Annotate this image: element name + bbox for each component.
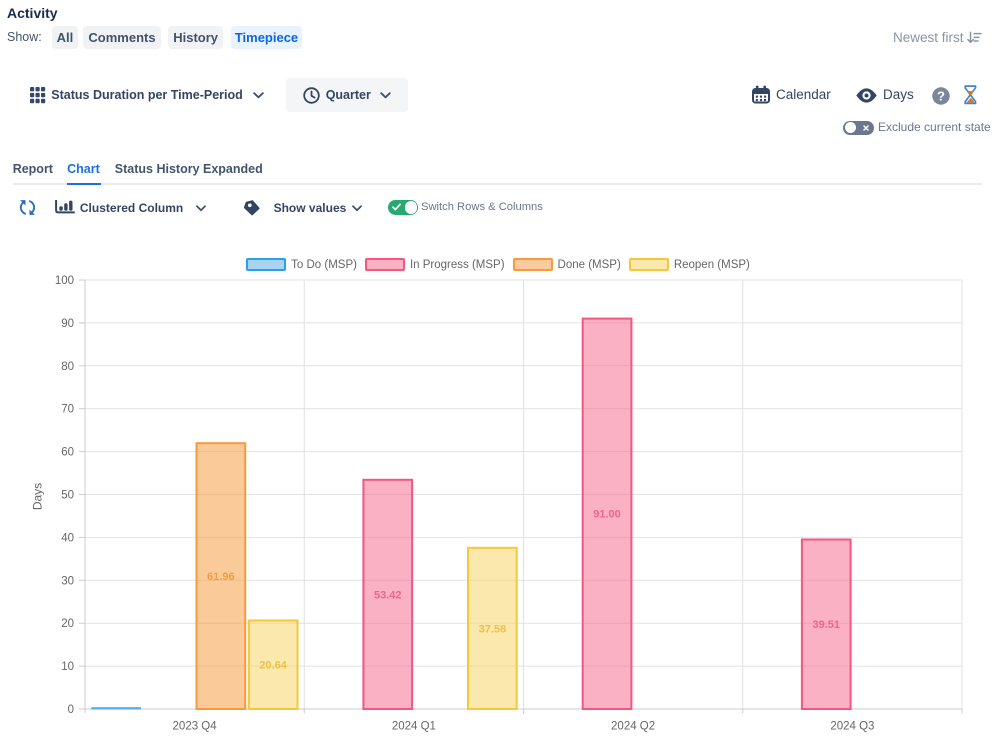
- svg-text:2023 Q4: 2023 Q4: [173, 721, 218, 733]
- svg-text:37.58: 37.58: [479, 623, 507, 635]
- svg-text:?: ?: [937, 89, 945, 104]
- svg-text:53.42: 53.42: [374, 589, 402, 601]
- svg-text:90: 90: [61, 318, 74, 330]
- svg-text:2024 Q3: 2024 Q3: [830, 721, 874, 733]
- svg-text:70: 70: [61, 404, 74, 416]
- svg-text:80: 80: [61, 361, 74, 373]
- svg-text:91.00: 91.00: [593, 509, 621, 521]
- svg-text:50: 50: [61, 490, 74, 502]
- svg-text:0: 0: [68, 704, 74, 716]
- svg-text:61.96: 61.96: [207, 571, 235, 583]
- svg-text:60: 60: [61, 447, 74, 459]
- svg-text:30: 30: [61, 575, 74, 587]
- svg-text:Days: Days: [31, 483, 45, 510]
- svg-text:40: 40: [61, 532, 74, 544]
- svg-text:20: 20: [61, 618, 74, 630]
- svg-text:2024 Q1: 2024 Q1: [392, 721, 436, 733]
- svg-text:39.51: 39.51: [812, 619, 840, 631]
- svg-text:2024 Q2: 2024 Q2: [611, 721, 655, 733]
- svg-text:100: 100: [55, 275, 74, 287]
- svg-text:10: 10: [61, 661, 74, 673]
- svg-text:20.64: 20.64: [259, 660, 287, 672]
